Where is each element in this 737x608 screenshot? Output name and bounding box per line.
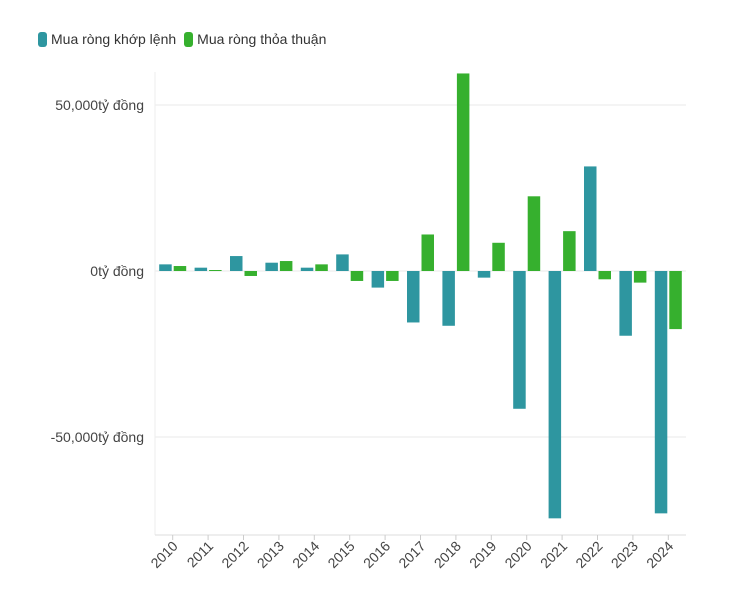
- x-tick-label: 2015: [324, 538, 357, 571]
- bar-khop-lenh-2015[interactable]: [336, 254, 349, 271]
- bar-thoa-thuan-2022[interactable]: [598, 271, 612, 280]
- bar-thoa-thuan-2018[interactable]: [456, 73, 470, 272]
- x-tick-label: 2022: [572, 538, 605, 571]
- x-tick-label: 2010: [147, 538, 180, 571]
- x-tick-label: 2021: [537, 538, 570, 571]
- bar-thoa-thuan-2019[interactable]: [492, 242, 505, 271]
- legend-item-thoa-thuan[interactable]: Mua ròng thỏa thuận: [184, 31, 326, 47]
- x-tick-label: 2012: [218, 538, 251, 571]
- bars-layer: [159, 73, 682, 519]
- x-tick-label: 2016: [360, 538, 393, 571]
- legend-swatch-khop-lenh: [38, 31, 47, 47]
- bar-thoa-thuan-2010[interactable]: [173, 266, 187, 271]
- legend-item-khop-lenh[interactable]: Mua ròng khớp lệnh: [38, 31, 176, 47]
- bar-thoa-thuan-2017[interactable]: [421, 234, 435, 271]
- bar-khop-lenh-2023[interactable]: [619, 271, 632, 336]
- x-tick-label: 2014: [289, 538, 322, 571]
- y-tick-label: 0tỷ đồng: [90, 263, 144, 279]
- x-tick-label: 2017: [395, 538, 428, 571]
- bar-thoa-thuan-2011[interactable]: [209, 270, 222, 272]
- bar-khop-lenh-2021[interactable]: [548, 271, 562, 519]
- legend: Mua ròng khớp lệnh Mua ròng thỏa thuận: [38, 31, 326, 47]
- bar-khop-lenh-2022[interactable]: [584, 166, 597, 271]
- bar-thoa-thuan-2014[interactable]: [315, 264, 328, 271]
- bar-thoa-thuan-2015[interactable]: [350, 271, 364, 281]
- bar-khop-lenh-2019[interactable]: [477, 271, 491, 278]
- grid-layer: [154, 72, 686, 536]
- y-tick-label: -50,000tỷ đồng: [51, 429, 144, 445]
- bar-khop-lenh-2010[interactable]: [159, 264, 172, 271]
- bar-khop-lenh-2017[interactable]: [407, 271, 420, 323]
- bar-khop-lenh-2020[interactable]: [513, 271, 526, 409]
- legend-label-thoa-thuan: Mua ròng thỏa thuận: [197, 31, 327, 47]
- x-tick-label: 2019: [466, 538, 499, 571]
- bar-khop-lenh-2011[interactable]: [194, 267, 208, 271]
- bar-thoa-thuan-2013[interactable]: [279, 261, 293, 271]
- bar-thoa-thuan-2024[interactable]: [669, 271, 682, 330]
- bar-thoa-thuan-2023[interactable]: [633, 271, 647, 283]
- bar-khop-lenh-2018[interactable]: [442, 271, 455, 326]
- x-tick-label: 2024: [643, 538, 676, 571]
- bar-khop-lenh-2013[interactable]: [265, 262, 278, 271]
- bar-thoa-thuan-2021[interactable]: [563, 231, 576, 271]
- x-tick-label: 2013: [254, 538, 287, 571]
- bar-khop-lenh-2016[interactable]: [371, 271, 385, 288]
- y-tick-label: 50,000tỷ đồng: [55, 97, 144, 113]
- bar-thoa-thuan-2020[interactable]: [527, 196, 541, 271]
- legend-label-khop-lenh: Mua ròng khớp lệnh: [51, 31, 177, 47]
- x-tick-label: 2018: [431, 538, 464, 571]
- x-tick-label: 2011: [184, 538, 217, 571]
- bar-khop-lenh-2014[interactable]: [300, 267, 314, 271]
- legend-swatch-thoa-thuan: [184, 31, 194, 47]
- bar-thoa-thuan-2012[interactable]: [244, 271, 258, 276]
- bar-khop-lenh-2012[interactable]: [230, 256, 243, 271]
- bar-thoa-thuan-2016[interactable]: [386, 271, 399, 281]
- x-tick-label: 2020: [501, 538, 534, 571]
- bar-khop-lenh-2024[interactable]: [654, 271, 668, 514]
- x-tick-label: 2023: [608, 538, 641, 571]
